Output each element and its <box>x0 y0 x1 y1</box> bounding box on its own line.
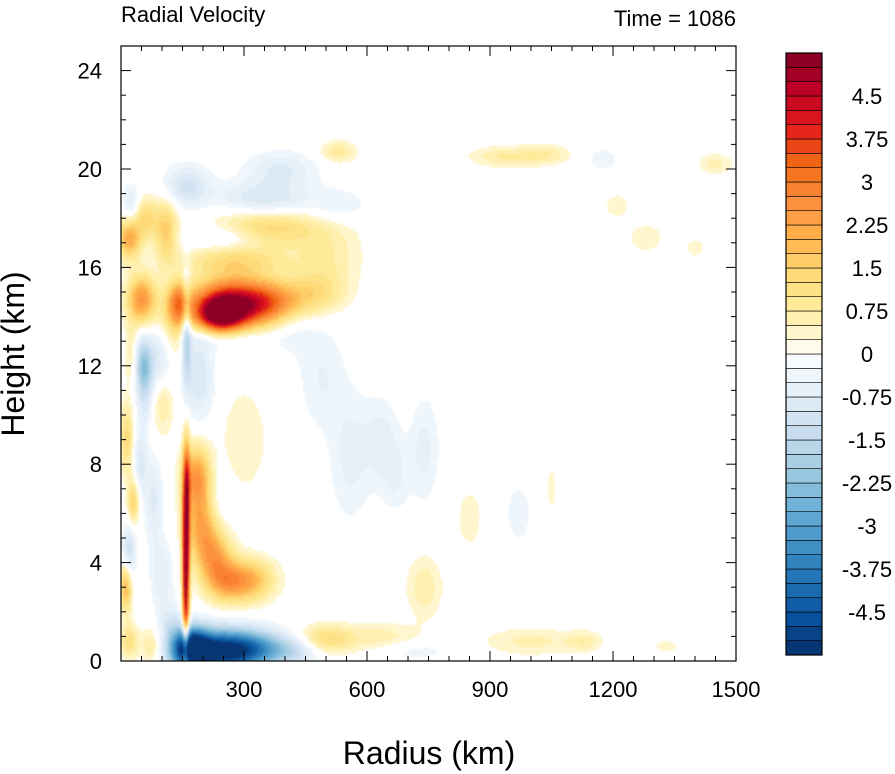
y-tick-label: 20 <box>78 157 102 182</box>
colorbar-tick-label: 3 <box>861 170 873 195</box>
colorbar-frame <box>785 52 823 656</box>
y-tick-label: 24 <box>78 59 102 84</box>
colorbar-swatch <box>785 138 823 154</box>
y-axis-label: Height (km) <box>0 271 31 436</box>
colorbar-swatch <box>785 511 823 527</box>
colorbar-swatch <box>785 325 823 340</box>
colorbar-tick-label: -1.5 <box>848 428 886 453</box>
y-tick-label: 8 <box>90 452 102 477</box>
colorbar-swatch <box>785 296 823 312</box>
x-axis-label: Radius (km) <box>343 735 515 771</box>
colorbar-tick-label: -0.75 <box>842 385 892 410</box>
colorbar-swatch <box>785 626 823 641</box>
colorbar-swatch <box>785 153 823 168</box>
colorbar-swatch <box>785 611 823 627</box>
colorbar-swatch <box>785 124 823 140</box>
colorbar: 4.5 3.75 3 2.25 1.5 0.75 0 -0.75 -1.5 -2.25 -3 -3.7… <box>785 52 892 656</box>
colorbar-swatch <box>785 640 823 656</box>
y-axis: 0 4 8 12 16 20 24 <box>78 45 736 674</box>
y-tick-label: 16 <box>78 255 102 280</box>
colorbar-swatch <box>785 568 823 584</box>
colorbar-swatch <box>785 253 823 269</box>
colorbar-swatch <box>785 396 823 412</box>
colorbar-swatch <box>785 181 823 197</box>
colorbar-swatch <box>785 196 823 211</box>
colorbar-swatch <box>785 597 823 613</box>
colorbar-swatch <box>785 310 823 326</box>
chart-title-left: Radial Velocity <box>121 2 265 27</box>
colorbar-swatch <box>785 167 823 183</box>
colorbar-swatch <box>785 525 823 541</box>
colorbar-swatch <box>785 224 823 240</box>
x-tick-label: 300 <box>226 677 263 702</box>
colorbar-swatch <box>785 583 823 598</box>
colorbar-swatch <box>785 382 823 398</box>
colorbar-tick-label: 0 <box>861 342 873 367</box>
colorbar-swatch <box>785 282 823 297</box>
chart-title-right: Time = 1086 <box>614 6 736 31</box>
colorbar-swatch <box>785 497 823 512</box>
colorbar-tick-label: -3 <box>857 514 877 539</box>
colorbar-swatch <box>785 67 823 82</box>
colorbar-swatch <box>785 210 823 226</box>
x-tick-label: 1500 <box>712 677 761 702</box>
colorbar-tick-label: -3.75 <box>842 557 892 582</box>
colorbar-tick-label: -2.25 <box>842 471 892 496</box>
y-tick-label: 12 <box>78 354 102 379</box>
colorbar-swatch <box>785 411 823 426</box>
colorbar-swatch <box>785 554 823 570</box>
colorbar-swatch <box>785 454 823 469</box>
plot-area <box>120 45 737 662</box>
colorbar-tick-label: 3.75 <box>846 127 889 152</box>
colorbar-swatch <box>785 439 823 455</box>
colorbar-swatch <box>785 353 823 369</box>
colorbar-swatch <box>785 425 823 441</box>
colorbar-swatch <box>785 110 823 125</box>
colorbar-swatch <box>785 468 823 484</box>
heatmap-field <box>121 46 736 661</box>
colorbar-tick-label: 4.5 <box>852 84 883 109</box>
colorbar-swatch <box>785 482 823 498</box>
x-tick-label: 900 <box>472 677 509 702</box>
colorbar-swatch <box>785 52 823 68</box>
colorbar-tick-label: 2.25 <box>846 213 889 238</box>
colorbar-swatch <box>785 267 823 283</box>
colorbar-tick-label: 1.5 <box>852 256 883 281</box>
colorbar-swatch <box>785 339 823 355</box>
colorbar-swatch <box>785 95 823 111</box>
x-axis: 300 600 900 1200 1500 <box>141 46 761 702</box>
y-tick-label: 0 <box>90 649 102 674</box>
colorbar-tick-label: -4.5 <box>848 600 886 625</box>
colorbar-swatch <box>785 540 823 555</box>
x-tick-label: 1200 <box>589 677 638 702</box>
colorbar-swatch <box>785 368 823 383</box>
y-tick-label: 4 <box>90 551 102 576</box>
x-tick-label: 600 <box>349 677 386 702</box>
colorbar-tick-label: 0.75 <box>846 299 889 324</box>
colorbar-swatch <box>785 81 823 97</box>
colorbar-swatch <box>785 239 823 254</box>
